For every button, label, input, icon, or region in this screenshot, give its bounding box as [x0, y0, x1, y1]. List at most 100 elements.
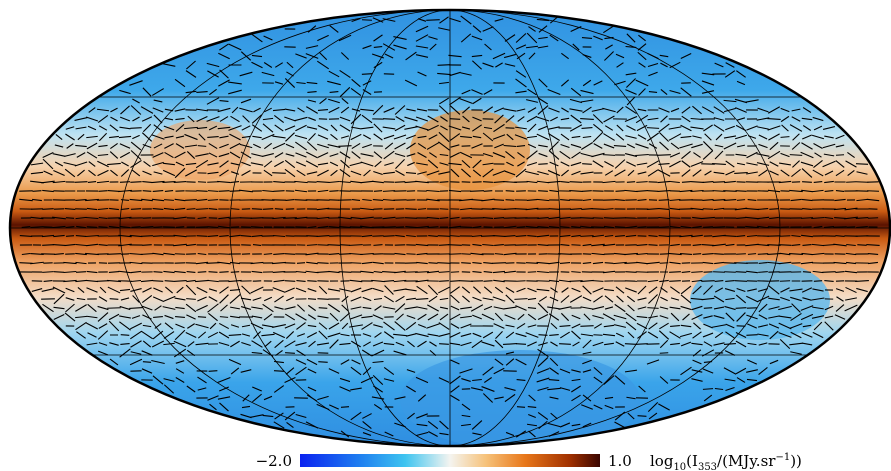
vector — [66, 236, 74, 237]
vector — [440, 182, 449, 183]
cloud-patch — [410, 110, 530, 190]
vector — [317, 299, 328, 300]
vector — [746, 335, 757, 336]
vector — [251, 227, 263, 228]
label-part: −1 — [775, 452, 790, 463]
vector — [506, 191, 515, 192]
vector — [802, 182, 812, 183]
vector — [517, 227, 526, 228]
vector — [153, 281, 163, 282]
vector — [492, 263, 506, 264]
vector — [526, 263, 538, 264]
vector — [790, 155, 802, 156]
vector — [625, 344, 637, 345]
vector — [495, 254, 503, 255]
vector — [856, 182, 869, 183]
vector — [868, 218, 878, 219]
vector — [506, 200, 515, 201]
vector — [98, 227, 107, 228]
vector — [405, 218, 417, 219]
vector — [328, 245, 341, 246]
vector — [450, 119, 460, 120]
vector — [131, 209, 141, 210]
vector — [592, 209, 605, 210]
vector — [196, 209, 208, 210]
colorbar — [300, 454, 600, 467]
vector — [758, 254, 768, 255]
label-part: (I — [686, 452, 698, 470]
vector — [208, 191, 218, 192]
vector — [428, 263, 437, 264]
vector — [308, 299, 316, 300]
vector — [450, 281, 459, 282]
vector — [517, 407, 525, 408]
vector — [648, 245, 657, 246]
vector — [87, 227, 97, 228]
vector — [319, 308, 328, 309]
vector — [142, 245, 151, 246]
vector — [494, 200, 504, 201]
colorbar-tick-label: 1.0 — [608, 452, 632, 470]
vector — [748, 254, 756, 255]
vector — [329, 191, 338, 192]
vector — [263, 209, 273, 210]
vector — [153, 272, 162, 273]
vector — [351, 263, 362, 264]
vector — [659, 200, 670, 201]
vector — [691, 272, 702, 273]
colorbar-tick-label: −2.0 — [256, 452, 292, 470]
vector — [682, 272, 691, 273]
sky-map-figure: log10(I353/(MJy.sr−1)) −2.0 1.0 — [0, 0, 891, 471]
vector — [131, 227, 140, 228]
vector — [461, 254, 470, 255]
vector — [143, 191, 152, 192]
vector — [780, 281, 790, 282]
vector — [198, 272, 207, 273]
vector — [341, 407, 349, 408]
vector — [285, 254, 295, 255]
vector — [165, 281, 174, 282]
vector — [405, 209, 416, 210]
vector — [426, 20, 440, 21]
vector — [264, 254, 272, 255]
vector — [306, 236, 317, 237]
vector — [54, 272, 64, 273]
vector — [251, 218, 264, 219]
vector — [627, 182, 635, 183]
vector — [779, 245, 792, 246]
vector — [636, 344, 648, 345]
vector — [736, 308, 747, 309]
vector — [536, 281, 549, 282]
vector — [560, 227, 569, 228]
vector — [130, 182, 141, 183]
label-part: log — [650, 452, 674, 470]
label-part: )) — [790, 452, 802, 470]
vector — [307, 281, 316, 282]
vector — [615, 191, 624, 192]
vector — [196, 191, 207, 192]
vector — [252, 209, 262, 210]
vector — [121, 335, 130, 336]
vector — [549, 209, 560, 210]
vector — [438, 236, 451, 237]
vector — [373, 245, 382, 246]
vector — [439, 245, 449, 246]
vector — [571, 272, 580, 273]
vector — [580, 236, 593, 237]
vector — [120, 182, 130, 183]
vector — [713, 200, 726, 201]
vector — [814, 281, 822, 282]
vector — [220, 317, 228, 318]
vector — [459, 281, 473, 282]
vector — [273, 191, 284, 192]
vector — [780, 236, 791, 237]
vector — [338, 146, 351, 147]
vector — [66, 218, 74, 219]
vector — [693, 254, 701, 255]
vector — [395, 218, 404, 219]
vector — [615, 227, 625, 228]
vector — [647, 128, 659, 129]
vector — [42, 245, 54, 246]
colorbar-label: log10(I353/(MJy.sr−1)) — [650, 452, 802, 471]
vector — [362, 20, 372, 21]
